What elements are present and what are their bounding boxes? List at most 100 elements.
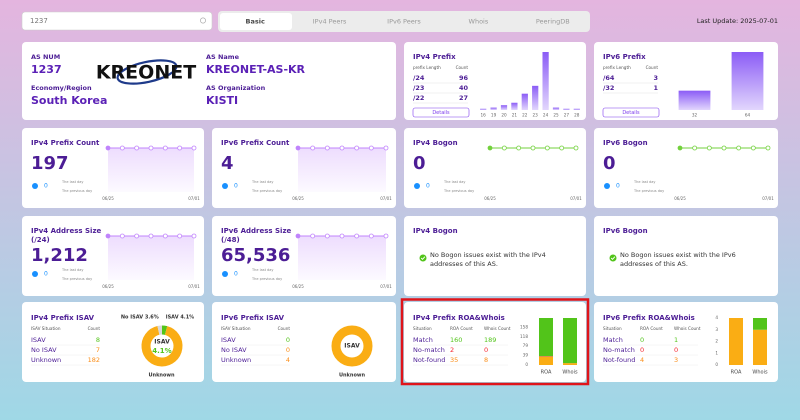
check-icon xyxy=(419,254,427,262)
bar xyxy=(563,108,570,110)
card-title: IPv4 Address Size xyxy=(31,227,102,235)
card-title: IPv6 Bogon xyxy=(603,227,648,235)
table-cell: 40 xyxy=(459,84,469,92)
table-header: prefix Length xyxy=(413,65,441,70)
y-tick-label: 118 xyxy=(520,334,528,339)
point xyxy=(736,145,742,151)
stat-value: 4 xyxy=(221,153,234,174)
area xyxy=(108,236,194,280)
table-cell: No-match xyxy=(413,346,445,354)
slice-label: Unknown xyxy=(339,373,366,379)
stat-value: 0 xyxy=(603,153,616,174)
point xyxy=(191,145,197,151)
table-cell: 27 xyxy=(459,94,468,102)
bar-segment xyxy=(563,318,577,364)
bar xyxy=(490,107,497,110)
table-cell: 1 xyxy=(674,336,678,344)
bar-segment xyxy=(753,329,767,365)
x-tick-label: 20 xyxy=(501,113,507,118)
y-tick-label: 0 xyxy=(525,362,528,367)
point xyxy=(339,145,345,151)
point xyxy=(310,145,316,151)
x-tick-label: 06/25 xyxy=(484,196,496,201)
x-tick-label: ROA xyxy=(541,370,552,376)
table-cell: 1 xyxy=(653,84,658,92)
point xyxy=(383,145,389,151)
table-cell: ISAV xyxy=(221,336,236,344)
delta-icon xyxy=(222,271,228,277)
card-title: IPv6 Address Size xyxy=(221,227,292,235)
point xyxy=(105,145,111,151)
table-cell: /23 xyxy=(413,84,424,92)
table-cell: /22 xyxy=(413,94,424,102)
area xyxy=(298,148,386,192)
point xyxy=(177,145,183,151)
table-header: Count xyxy=(88,326,101,331)
delta-icon xyxy=(414,183,420,189)
point xyxy=(295,145,301,151)
point xyxy=(354,233,360,239)
search-text[interactable]: 1237 xyxy=(30,17,48,25)
last-update: Last Update: 2025-07-01 xyxy=(697,17,778,25)
bar xyxy=(532,85,539,110)
table-cell: 0 xyxy=(286,346,290,354)
table-cell: /64 xyxy=(603,74,615,82)
table-header: Count xyxy=(278,326,291,331)
point xyxy=(750,145,756,151)
card xyxy=(404,216,586,296)
table-cell: Unknown xyxy=(31,356,61,364)
details-button-label[interactable]: Details xyxy=(622,110,640,116)
tab[interactable]: IPv6 Peers xyxy=(387,18,421,26)
search-icon[interactable] xyxy=(200,17,206,24)
point xyxy=(324,233,330,239)
table-cell: 8 xyxy=(484,356,488,364)
y-tick-label: 79 xyxy=(523,343,529,348)
table-header: ISAV Situation xyxy=(31,326,61,331)
table-cell: 0 xyxy=(286,336,290,344)
table-cell: Not-found xyxy=(413,356,445,364)
x-tick-label: Whois xyxy=(562,370,578,376)
highlight-box xyxy=(400,298,590,386)
tab[interactable]: IPv4 Peers xyxy=(313,18,347,26)
point xyxy=(324,145,330,151)
details-button-label[interactable]: Details xyxy=(432,110,450,116)
card-title: IPv4 Bogon xyxy=(413,139,458,147)
table-header: Count xyxy=(646,65,659,70)
tab-bar xyxy=(218,11,590,32)
x-tick-label: 16 xyxy=(481,113,487,118)
active-tab[interactable] xyxy=(220,13,292,30)
point xyxy=(134,145,140,151)
slice-label: Unknown xyxy=(148,372,175,378)
point xyxy=(134,233,140,239)
x-tick-label: 27 xyxy=(564,113,570,118)
stat-value: 197 xyxy=(31,153,69,174)
details-button[interactable] xyxy=(412,107,470,118)
table-cell: 0 xyxy=(640,346,644,354)
x-tick-label: 19 xyxy=(491,113,497,118)
x-tick-label: 22 xyxy=(522,113,528,118)
card-title: IPv6 Prefix ROA&Whois xyxy=(603,314,695,322)
bar xyxy=(552,107,560,110)
tab[interactable]: Basic xyxy=(246,18,265,26)
bogon-note: No Bogon issues exist with the IPv4 addr… xyxy=(430,251,546,268)
x-tick-label: 06/25 xyxy=(292,196,304,201)
table-header: ROA Count xyxy=(640,326,663,331)
card-title: IPv6 Prefix xyxy=(603,53,646,61)
bar-segment xyxy=(539,318,553,357)
tab[interactable]: PeeringDB xyxy=(536,18,570,26)
caption: The previous day xyxy=(61,277,92,281)
search-box[interactable] xyxy=(21,11,213,31)
delta-icon xyxy=(32,183,38,189)
point xyxy=(105,233,111,239)
card-title: IPv4 Prefix ROA&Whois xyxy=(413,314,505,322)
y-tick-label: 158 xyxy=(520,324,528,329)
y-tick-label: 39 xyxy=(523,353,529,358)
x-tick-label: 21 xyxy=(512,113,518,118)
logo-swoosh xyxy=(116,59,178,85)
details-button[interactable] xyxy=(602,107,660,118)
card xyxy=(594,216,778,296)
tab[interactable]: Whois xyxy=(469,18,489,26)
table-cell: 7 xyxy=(96,346,100,354)
caption: The last day xyxy=(251,180,274,184)
